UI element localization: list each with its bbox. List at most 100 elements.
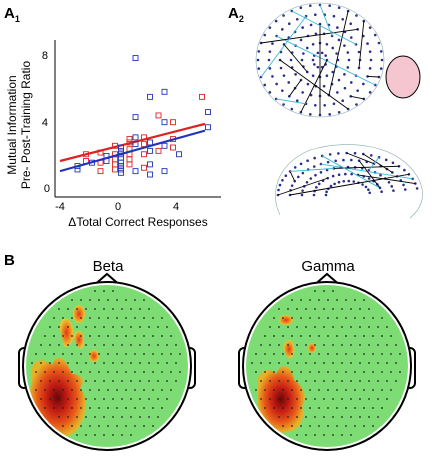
- electrode-dot: [300, 407, 302, 409]
- electrode-dot: [379, 173, 382, 177]
- electrode-dot: [300, 299, 302, 301]
- electrode-dot: [264, 389, 266, 391]
- electrode-dot: [300, 193, 304, 197]
- electrode-dot: [305, 434, 307, 436]
- electrode-dot: [112, 362, 114, 364]
- electrode-dot: [309, 23, 313, 27]
- electrode-dot: [80, 389, 82, 391]
- electrode-dot: [98, 353, 100, 355]
- activation-blob: [59, 318, 74, 347]
- electrode-dot: [363, 389, 365, 391]
- electrode-dot: [112, 434, 114, 436]
- y-axis-label-line2: Pre- Post-Training Ratio: [19, 61, 33, 190]
- electrode-dot: [125, 317, 127, 319]
- electrode-dot: [259, 41, 263, 45]
- electrode-dot: [314, 290, 316, 292]
- electrode-dot: [273, 353, 275, 355]
- electrode-dot: [377, 41, 381, 45]
- electrode-dot: [161, 407, 163, 409]
- electrode-dot: [287, 81, 291, 84]
- electrode-dot: [76, 344, 78, 346]
- scatter-point: [132, 134, 139, 141]
- electrode-dot: [341, 308, 343, 310]
- electrode-dot: [354, 299, 356, 301]
- electrode-dot: [71, 317, 73, 319]
- electrode-dot: [161, 389, 163, 391]
- electrode-dot: [325, 42, 329, 46]
- electrode-dot: [107, 407, 109, 409]
- electrode-dot: [290, 184, 294, 187]
- electrode-dot: [327, 299, 329, 301]
- electrode-dot: [263, 33, 267, 37]
- highlight-ellipse: [385, 55, 421, 99]
- electrode-dot: [327, 389, 329, 391]
- topomaps: [18, 272, 416, 451]
- electrode-dot: [368, 91, 372, 94]
- scatter-point: [132, 141, 139, 148]
- electrode-dot: [368, 344, 370, 346]
- electrode-dot: [130, 434, 132, 436]
- scatter-point: [112, 161, 118, 168]
- electrode-dot: [152, 389, 154, 391]
- electrode-dot: [372, 335, 374, 337]
- electrode-dot: [300, 317, 302, 319]
- electrode-dot: [264, 407, 266, 409]
- electrode-dot: [314, 434, 316, 436]
- electrode-dot: [121, 362, 123, 364]
- electrode-dot: [334, 159, 337, 163]
- connection-line: [358, 21, 365, 69]
- electrode-dot: [301, 91, 304, 94]
- electrode-dot: [278, 416, 280, 418]
- electrode-dot: [300, 353, 302, 355]
- electrode-dot: [350, 398, 352, 400]
- electrode-dot: [139, 326, 141, 328]
- electrode-dot: [314, 344, 316, 346]
- electrode-dot: [94, 416, 96, 418]
- electrode-dot: [327, 407, 329, 409]
- electrode-dot: [355, 103, 358, 106]
- electrode-dot: [346, 51, 350, 54]
- electrode-dot: [386, 380, 388, 382]
- electrode-dot: [71, 299, 73, 301]
- electrode-dot: [76, 434, 78, 436]
- electrode-dot: [89, 425, 91, 427]
- electrode-dot: [98, 299, 100, 301]
- electrode-dot: [354, 317, 356, 319]
- electrode-dot: [291, 299, 293, 301]
- electrode-dot: [112, 344, 114, 346]
- electrode-dot: [366, 75, 369, 78]
- electrode-dot: [324, 193, 328, 197]
- electrode-dot: [359, 326, 361, 328]
- electrode-dot: [103, 362, 105, 364]
- electrode-dot: [287, 416, 289, 418]
- electrode-dot: [85, 398, 87, 400]
- electrode-dot: [287, 380, 289, 382]
- electrode-dot: [148, 308, 150, 310]
- electrode-dot: [314, 173, 317, 177]
- electrode-dot: [143, 299, 145, 301]
- electrode-dot: [76, 380, 78, 382]
- electrode-dot: [53, 317, 55, 319]
- electrode-dot: [260, 344, 262, 346]
- connection-lines: [260, 4, 416, 196]
- electrode-dot: [381, 371, 383, 373]
- electrode-dot: [170, 389, 172, 391]
- electrode-dot: [76, 308, 78, 310]
- electrode-dot: [359, 344, 361, 346]
- electrode-dot: [357, 50, 361, 54]
- electrode-dot: [62, 317, 64, 319]
- scatter-point: [118, 159, 124, 166]
- activation-blob: [279, 315, 293, 325]
- electrode-dot: [267, 58, 271, 62]
- electrode-dot: [85, 326, 87, 328]
- connection-line: [260, 28, 358, 44]
- electrode-dot: [103, 290, 105, 292]
- electrode-dot: [341, 380, 343, 382]
- electrode-dot: [359, 416, 361, 418]
- electrode-dot: [336, 91, 339, 94]
- scatter-point: [132, 55, 139, 62]
- electrode-dot: [282, 425, 284, 427]
- electrode-dot: [273, 371, 275, 373]
- scatter-point: [126, 161, 133, 168]
- electrode-dot: [309, 93, 313, 97]
